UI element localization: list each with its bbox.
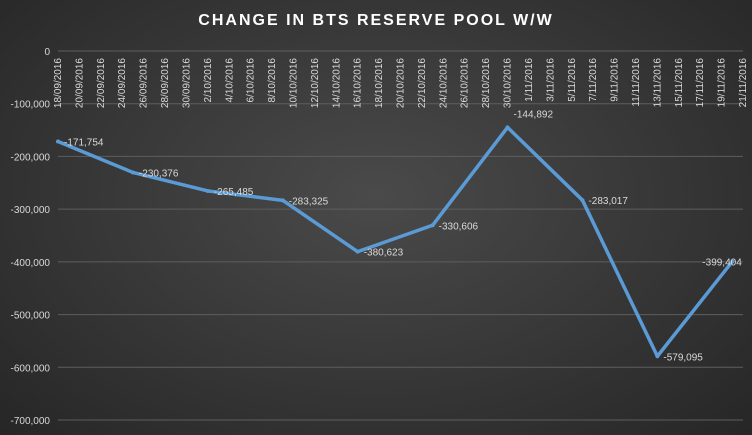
- x-tick-label: 5/11/2016: [567, 58, 578, 102]
- y-tick-label: -700,000: [11, 416, 51, 427]
- data-label: -171,754: [64, 138, 104, 149]
- chart-title: CHANGE IN BTS RESERVE POOL W/W: [198, 12, 554, 29]
- data-label: -265,485: [214, 187, 254, 198]
- data-point: [56, 139, 60, 144]
- x-tick-label: 21/11/2016: [738, 58, 749, 108]
- data-label: -399,404: [702, 258, 742, 269]
- x-tick-label: 10/10/2016: [288, 58, 299, 108]
- data-label: -579,095: [663, 352, 703, 363]
- x-tick-label: 18/10/2016: [374, 58, 385, 108]
- data-point: [280, 198, 285, 203]
- x-tick-label: 16/10/2016: [353, 58, 364, 108]
- x-tick-label: 28/09/2016: [160, 58, 171, 108]
- y-tick-label: -300,000: [11, 205, 51, 216]
- x-tick-label: 3/11/2016: [545, 58, 556, 102]
- data-label: -283,017: [588, 196, 628, 207]
- x-tick-label: 14/10/2016: [331, 58, 342, 108]
- x-tick-label: 15/11/2016: [674, 58, 685, 108]
- series-line: [56, 125, 735, 359]
- x-tick-label: 12/10/2016: [310, 58, 321, 108]
- data-label: -380,623: [364, 248, 404, 259]
- y-tick-label: 0: [44, 47, 50, 58]
- data-label: -330,606: [439, 221, 479, 232]
- x-tick-label: 13/11/2016: [652, 58, 663, 108]
- data-point: [205, 188, 210, 193]
- data-point: [430, 223, 435, 228]
- x-tick-label: 28/10/2016: [481, 58, 492, 108]
- x-tick-label: 20/10/2016: [396, 58, 407, 108]
- x-tick-label: 11/11/2016: [631, 58, 642, 107]
- x-tick-label: 24/09/2016: [117, 58, 128, 108]
- x-tick-label: 24/10/2016: [438, 58, 449, 108]
- data-point: [505, 125, 510, 130]
- x-tick-label: 7/11/2016: [588, 58, 599, 102]
- x-tick-label: 20/09/2016: [74, 58, 85, 108]
- x-tick-label: 18/09/2016: [53, 58, 64, 108]
- y-tick-label: -600,000: [11, 363, 51, 374]
- x-tick-label: 22/09/2016: [96, 58, 107, 108]
- y-tick-label: -500,000: [11, 311, 51, 322]
- x-tick-label: 6/10/2016: [246, 58, 257, 103]
- x-tick-label: 2/10/2016: [203, 58, 214, 103]
- data-point: [655, 354, 660, 359]
- data-label: -230,376: [139, 168, 179, 179]
- data-label: -144,892: [514, 109, 554, 120]
- x-tick-label: 17/11/2016: [695, 58, 706, 108]
- data-point: [580, 198, 585, 203]
- x-tick-label: 26/09/2016: [139, 58, 150, 108]
- y-tick-label: -200,000: [11, 152, 51, 163]
- x-tick-label: 4/10/2016: [224, 58, 235, 103]
- x-tick-label: 19/11/2016: [717, 58, 728, 108]
- x-tick-label: 9/11/2016: [610, 58, 621, 102]
- y-tick-label: -100,000: [11, 100, 51, 111]
- data-point: [355, 249, 360, 254]
- data-point: [730, 259, 735, 264]
- x-tick-label: 30/09/2016: [181, 58, 192, 108]
- x-tick-label: 26/10/2016: [460, 58, 471, 108]
- x-tick-label: 1/11/2016: [524, 58, 535, 102]
- x-tick-label: 8/10/2016: [267, 58, 278, 103]
- y-tick-label: -400,000: [11, 258, 51, 269]
- x-tick-label: 30/10/2016: [503, 58, 514, 108]
- data-label: -283,325: [289, 196, 329, 207]
- data-point: [130, 170, 135, 175]
- x-tick-label: 22/10/2016: [417, 58, 428, 108]
